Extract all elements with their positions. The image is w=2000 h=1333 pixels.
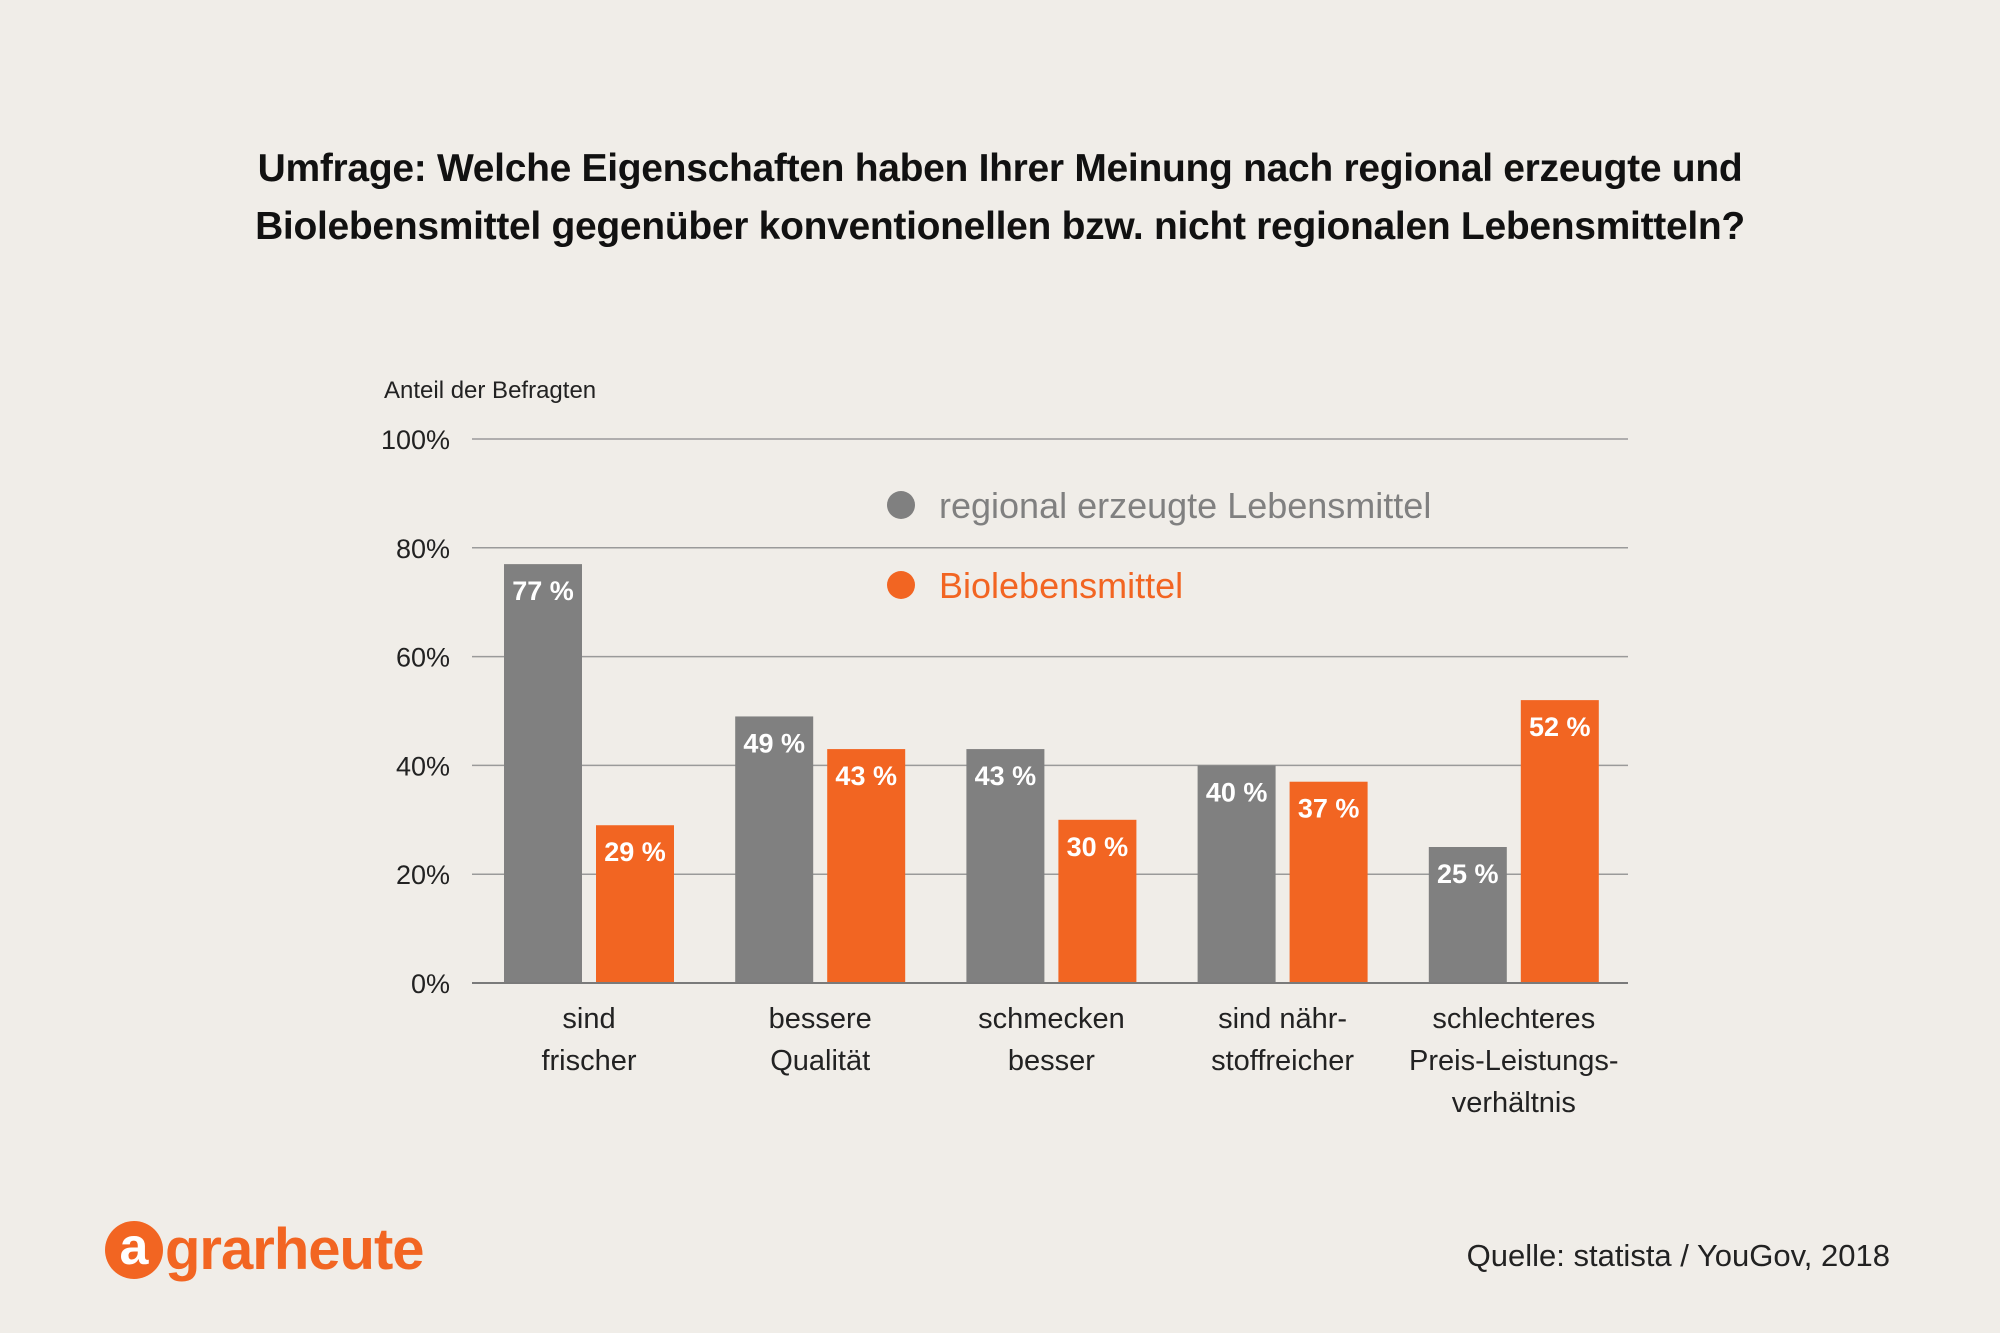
y-tick-label: 60%	[396, 643, 450, 673]
bar	[827, 749, 906, 983]
x-tick-label: besser	[1008, 1045, 1095, 1077]
bar	[966, 749, 1045, 983]
bar	[1520, 700, 1599, 983]
bar-value-label: 77 %	[512, 576, 574, 606]
bar	[735, 716, 814, 983]
chart-title: Umfrage: Welche Eigenschaften haben Ihre…	[0, 140, 2000, 256]
y-axis-title: Anteil der Befragten	[384, 377, 596, 404]
title-line-1: Umfrage: Welche Eigenschaften haben Ihre…	[257, 147, 1743, 190]
x-tick-label: schmecken	[978, 1003, 1125, 1035]
x-tick-label: Qualität	[770, 1045, 870, 1077]
legend-label: regional erzeugte Lebensmittel	[939, 485, 1431, 526]
x-tick-label: sind	[562, 1003, 615, 1035]
y-tick-label: 80%	[396, 534, 450, 564]
logo-text: grarheute	[165, 1217, 425, 1282]
x-tick-label: verhältnis	[1452, 1087, 1576, 1119]
bar-value-label: 52 %	[1529, 712, 1591, 742]
legend-label: Biolebensmittel	[939, 565, 1183, 606]
bar	[1428, 847, 1507, 983]
bar	[1289, 781, 1368, 983]
bar	[504, 564, 582, 983]
source-note: Quelle: statista / YouGov, 2018	[1466, 1238, 1890, 1273]
bar-value-label: 30 %	[1067, 832, 1129, 862]
bar	[1058, 819, 1137, 983]
bar-value-label: 25 %	[1437, 859, 1499, 889]
x-tick-label: Preis-Leistungs-	[1409, 1045, 1619, 1077]
legend-marker	[887, 571, 915, 599]
bar	[1197, 765, 1276, 983]
x-tick-label: frischer	[541, 1045, 636, 1077]
logo-circle-letter: a	[105, 1221, 163, 1279]
bar-value-label: 43 %	[835, 761, 897, 791]
legend-marker	[887, 491, 915, 519]
x-tick-label: stoffreicher	[1211, 1045, 1354, 1077]
y-tick-label: 100%	[381, 425, 450, 455]
title-line-2: Biolebensmittel gegenüber konventionelle…	[255, 205, 1745, 248]
y-tick-label: 40%	[396, 751, 450, 781]
x-tick-label: schlechteres	[1432, 1003, 1595, 1035]
y-tick-label: 0%	[411, 969, 450, 999]
y-tick-label: 20%	[396, 860, 450, 890]
bar-value-label: 37 %	[1298, 794, 1360, 824]
bar-value-label: 29 %	[604, 837, 666, 867]
bar-value-label: 40 %	[1206, 777, 1268, 807]
bar-value-label: 43 %	[975, 761, 1037, 791]
bar-value-label: 49 %	[743, 728, 805, 758]
agrarheute-logo: a grarheute	[105, 1210, 425, 1290]
x-tick-label: sind nähr-	[1218, 1003, 1347, 1035]
bar	[596, 825, 674, 983]
x-tick-label: bessere	[769, 1003, 872, 1035]
